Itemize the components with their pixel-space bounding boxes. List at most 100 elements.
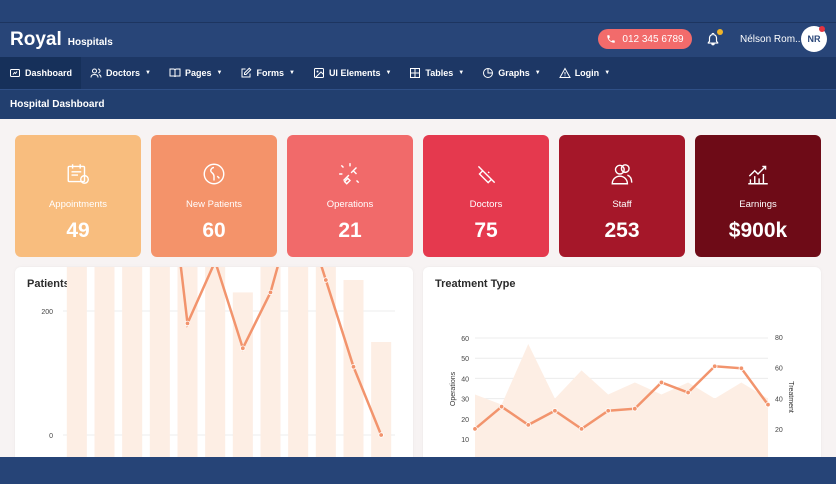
caret-down-icon: ▼ xyxy=(534,70,541,76)
treatment-chart: 60 50 40 30 20 10 80 60 40 20 Operations Treatment xyxy=(450,335,794,467)
bottom-bar xyxy=(0,457,836,484)
series-line xyxy=(474,364,770,431)
nav-label: Tables xyxy=(425,68,454,78)
nav-graphs[interactable]: Graphs ▼ xyxy=(473,57,549,89)
bar xyxy=(122,267,143,465)
right-axis-label: Treatment xyxy=(787,381,794,413)
data-point xyxy=(525,422,531,428)
caret-down-icon: ▼ xyxy=(385,70,392,76)
caret-down-icon: ▼ xyxy=(145,70,151,76)
stat-value: $900k xyxy=(728,219,788,242)
nav-forms[interactable]: Forms ▼ xyxy=(231,57,303,89)
phone-button[interactable]: 012 345 6789 xyxy=(598,29,692,49)
stat-label: Operations xyxy=(326,199,374,210)
bar xyxy=(94,267,115,466)
left-tick-label: 40 xyxy=(461,376,469,383)
left-tick-label: 10 xyxy=(461,437,469,444)
phone-icon xyxy=(607,35,616,43)
data-point xyxy=(184,320,191,327)
grid-icon xyxy=(410,68,421,78)
stat-label: Earnings xyxy=(739,199,777,210)
data-point xyxy=(350,364,357,370)
book-icon xyxy=(169,68,181,78)
stat-label: Doctors xyxy=(469,199,503,210)
data-point xyxy=(605,408,611,414)
patients-chart: 8006004002000 xyxy=(41,267,395,466)
brand-name: Royal xyxy=(10,29,62,50)
data-point xyxy=(498,403,505,410)
chart-title: Patients xyxy=(27,278,70,290)
stat-value: 21 xyxy=(338,219,362,242)
y-tick-label: 0 xyxy=(49,433,53,440)
nav-label: Forms xyxy=(256,68,284,78)
bar xyxy=(205,267,226,465)
user-name[interactable]: Nélson Rom... xyxy=(740,34,804,45)
caret-down-icon: ▼ xyxy=(288,70,295,76)
bandage-icon xyxy=(339,163,360,185)
data-point xyxy=(472,426,478,432)
data-point xyxy=(323,277,329,283)
stat-label: New Patients xyxy=(186,199,242,210)
nav-label: Login xyxy=(574,68,600,78)
edit-icon xyxy=(241,67,252,78)
bar xyxy=(177,267,198,465)
right-tick-label: 80 xyxy=(775,335,783,342)
stat-card-staff[interactable]: Staff 253 xyxy=(559,135,685,257)
data-point xyxy=(552,408,558,414)
treatment-chart-panel: Treatment Type 60 50 40 30 20 10 80 60 40 20 Opera… xyxy=(423,267,821,467)
stat-card-new-patients[interactable]: New Patients 60 xyxy=(151,135,277,257)
nav-login[interactable]: Login ▼ xyxy=(550,57,619,89)
left-tick-label: 50 xyxy=(461,356,469,363)
bar xyxy=(288,267,309,465)
bar xyxy=(232,292,253,465)
nav-dashboard[interactable]: Dashboard xyxy=(0,57,82,89)
nav-label: Doctors xyxy=(106,68,141,78)
data-point xyxy=(765,401,771,408)
caret-down-icon: ▼ xyxy=(458,70,465,76)
patient-icon xyxy=(203,163,225,185)
right-tick-label: 60 xyxy=(775,366,783,373)
stat-card-appointments[interactable]: Appointments 49 xyxy=(15,135,141,257)
stat-label: Appointments xyxy=(48,199,108,210)
page-title: Hospital Dashboard xyxy=(10,99,105,110)
nav-ui-elements[interactable]: UI Elements ▼ xyxy=(304,57,400,89)
data-point xyxy=(712,363,718,369)
left-axis-label: Operations xyxy=(450,371,457,406)
nav-pages[interactable]: Pages ▼ xyxy=(160,57,231,89)
stat-card-earnings[interactable]: Earnings $900k xyxy=(695,135,821,257)
page-header: Hospital Dashboard xyxy=(0,89,836,119)
bar xyxy=(66,267,87,465)
stat-card-doctors[interactable]: Doctors 75 xyxy=(423,135,549,257)
stat-card-operations[interactable]: Operations 21 xyxy=(287,135,413,257)
area-series xyxy=(475,344,768,467)
data-point xyxy=(267,289,274,296)
right-tick-label: 40 xyxy=(775,396,783,403)
data-point xyxy=(578,426,585,432)
users-icon xyxy=(90,68,102,78)
data-point xyxy=(240,345,246,351)
bar xyxy=(149,267,170,465)
data-point xyxy=(658,379,665,386)
data-point xyxy=(378,432,384,438)
chart-title: Treatment Type xyxy=(435,278,516,290)
data-point xyxy=(632,405,638,412)
left-tick-label: 60 xyxy=(461,336,469,343)
nav-tables[interactable]: Tables ▼ xyxy=(400,57,473,89)
top-strip xyxy=(0,0,836,22)
data-point xyxy=(738,365,745,371)
stat-label: Staff xyxy=(612,199,632,210)
pie-chart-icon xyxy=(483,68,494,78)
stat-value: 75 xyxy=(474,219,498,242)
bar xyxy=(343,280,364,465)
bell-icon[interactable] xyxy=(706,32,720,46)
main-nav: Dashboard Doctors ▼ Pages ▼ Forms ▼ UI Elem… xyxy=(0,57,836,89)
brand-logo[interactable]: Royal Hospitals xyxy=(10,29,113,51)
nav-label: Graphs xyxy=(498,68,530,78)
nav-label: UI Elements xyxy=(328,68,381,78)
left-tick-label: 30 xyxy=(461,397,469,404)
data-point xyxy=(685,389,691,396)
brand-subtitle: Hospitals xyxy=(67,37,113,48)
nav-label: Pages xyxy=(184,68,212,78)
avatar-initials: NR xyxy=(807,34,821,44)
nav-doctors[interactable]: Doctors ▼ xyxy=(81,57,160,89)
